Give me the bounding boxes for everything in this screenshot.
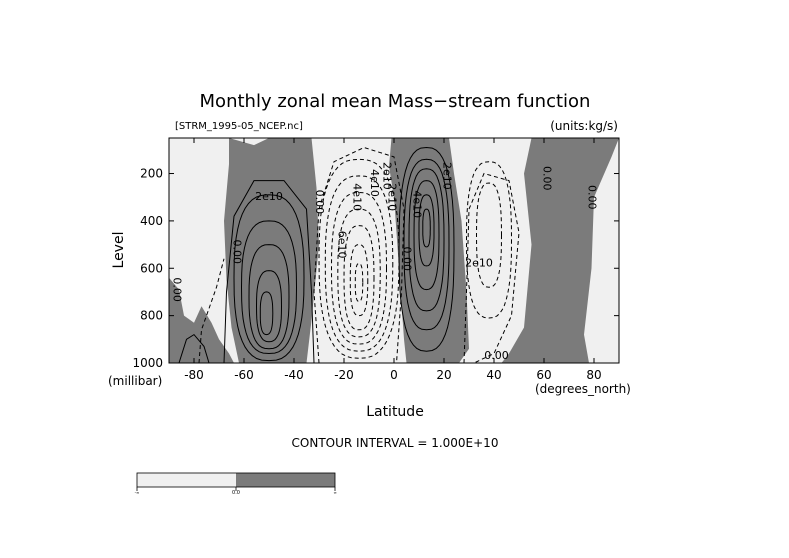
southern-cell-contour-2	[240, 220, 297, 355]
colorbar-label-min: -∞	[135, 490, 140, 495]
y-tick-label: 600	[140, 261, 163, 275]
x-tick-label: 60	[536, 368, 551, 382]
contour-label-11: 4e10	[411, 190, 424, 218]
sh-high-lat-dashed-contour	[198, 258, 225, 364]
contour-label-6: 4e10	[351, 183, 364, 211]
x-tick-label: 0	[390, 368, 398, 382]
southern-cell-contour-3	[248, 244, 290, 350]
northern-cell-contour-2	[403, 158, 450, 331]
axis-ticks: -80 -60 -40 -20 0 20 40 60 80 200 400 600 800 1000	[132, 138, 619, 382]
contour-label-15: 0.00	[541, 166, 554, 191]
southern-cell-contour-5	[259, 291, 274, 336]
contour-lines	[178, 146, 520, 364]
y-units-label: (millibar)	[108, 374, 162, 388]
southern-cell-contour-outer	[223, 180, 315, 364]
y-tick-label: 200	[140, 167, 163, 181]
x-tick-label: 20	[436, 368, 451, 382]
colorbar-label-mid: 0.0	[232, 490, 240, 496]
tropical-cell-contour-3	[330, 191, 387, 345]
x-units-label: (degrees_north)	[535, 382, 631, 396]
colorbar-negative-swatch	[137, 473, 236, 487]
contour-label-14: 0.00	[484, 349, 509, 362]
tropical-cell-contour-4	[337, 208, 381, 338]
positive-fill-regions	[169, 138, 619, 363]
southern-cell-contour-4	[255, 270, 282, 343]
x-tick-label: -40	[284, 368, 304, 382]
contour-label-7: 4e10	[368, 169, 381, 197]
tropical-cell-contour-1	[318, 158, 400, 359]
colorbar-positive-swatch	[236, 473, 335, 487]
contour-label-4: 0.00	[313, 190, 326, 215]
y-tick-label: 400	[140, 214, 163, 228]
contour-label-12: 2e10	[441, 162, 454, 190]
y-tick-label: 1000	[132, 356, 163, 370]
nh-negative-contour-1	[465, 161, 512, 319]
contour-label-3: 0.00	[171, 277, 184, 302]
x-tick-label: 80	[586, 368, 601, 382]
contour-label-2: 0.00	[230, 239, 243, 264]
nh-negative-contour-outer	[463, 172, 520, 364]
contour-label-13: 2e10	[465, 257, 493, 270]
nh-negative-contour-2	[475, 182, 502, 288]
sh-polar-contour	[178, 333, 210, 364]
tropical-cell-contour-6	[349, 244, 369, 317]
tropical-cell-contour-7	[354, 262, 364, 302]
y-tick-label: 800	[140, 309, 163, 323]
units-label: (units:kg/s)	[550, 119, 618, 133]
contour-label-8: 2e10	[381, 162, 394, 190]
x-tick-label: -60	[234, 368, 254, 382]
northern-cell-contour-4	[413, 180, 440, 291]
contour-label-10: 0.00	[401, 247, 414, 272]
x-tick-label: -80	[184, 368, 204, 382]
southern-cell-contour-1	[233, 194, 305, 362]
contour-label-16: 0.00	[586, 185, 599, 210]
x-tick-label: -20	[334, 368, 354, 382]
chart-title: Monthly zonal mean Mass−stream function	[200, 91, 591, 112]
contour-interval-text: CONTOUR INTERVAL = 1.000E+10	[292, 436, 499, 450]
x-axis-label: Latitude	[366, 404, 424, 420]
northern-cell-contour-3	[408, 168, 445, 312]
x-tick-label: 40	[486, 368, 501, 382]
source-label: [STRM_1995-05_NCEP.nc]	[175, 121, 303, 132]
colorbar: -∞ 0.0 ∞	[135, 472, 337, 496]
contour-label-5: 6e10	[336, 231, 349, 259]
tropical-cell-contour-outer	[313, 146, 405, 364]
y-axis-label: Level	[111, 232, 127, 269]
contour-label-9: 2e10	[386, 183, 399, 211]
positive-region-4	[501, 138, 619, 363]
contour-label-1: 2e10	[255, 190, 283, 203]
northern-cell-contour-6	[422, 208, 431, 248]
northern-cell-contour-5	[418, 194, 435, 267]
tropical-cell-contour-2	[324, 175, 394, 352]
colorbar-label-max: ∞	[333, 490, 336, 495]
